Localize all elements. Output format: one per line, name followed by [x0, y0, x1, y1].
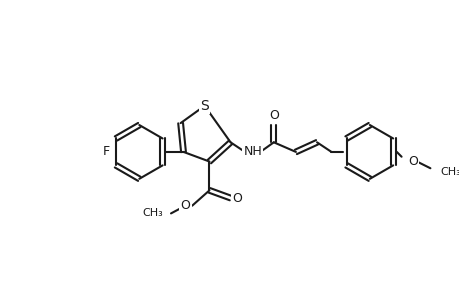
Text: CH₃: CH₃: [142, 208, 163, 218]
Text: S: S: [200, 99, 208, 113]
Text: NH: NH: [243, 146, 262, 158]
Text: O: O: [180, 199, 190, 212]
Text: O: O: [232, 191, 242, 205]
Text: O: O: [407, 155, 417, 168]
Text: O: O: [269, 109, 278, 122]
Text: CH₃: CH₃: [439, 167, 459, 177]
Text: F: F: [103, 146, 110, 158]
